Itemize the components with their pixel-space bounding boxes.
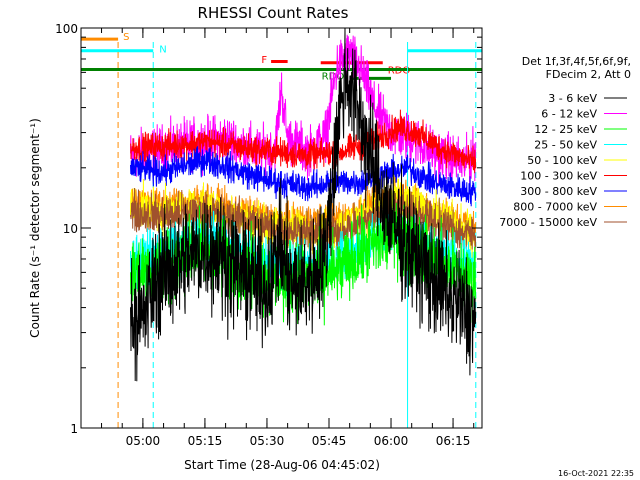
legend-header-line-1: Det 1f,3f,4f,5f,6f,9f,: [522, 55, 631, 68]
series-group: [130, 27, 477, 382]
vertical-markers-group: [117, 42, 477, 428]
legend: Det 1f,3f,4f,5f,6f,9f, FDecim 2, Att 0 3…: [499, 55, 631, 229]
legend-entry-label: 12 - 25 keV: [534, 123, 597, 136]
legend-entry-label: 100 - 300 keV: [520, 170, 597, 183]
y-tick-label: 1: [70, 422, 78, 436]
legend-entry-label: 300 - 800 keV: [520, 185, 597, 198]
series-300-800-kevline: [130, 146, 477, 207]
chart-title: RHESSI Count Rates: [198, 4, 349, 22]
y-axis-label: Count Rate (s⁻¹ detector segment⁻¹): [28, 118, 42, 338]
y-ticks-group: 1 10 100: [55, 22, 482, 436]
legend-entry-label: 800 - 7000 keV: [513, 201, 597, 214]
y-tick-label: 100: [55, 22, 78, 36]
series-100-300-kevline: [130, 109, 477, 174]
x-tick-label: 05:30: [250, 434, 285, 448]
y-tick-label: 10: [63, 222, 78, 236]
legend-header-line-2: FDecim 2, Att 0: [546, 68, 631, 81]
x-tick-label: 06:00: [374, 434, 409, 448]
x-tick-label: 05:15: [188, 434, 223, 448]
x-tick-label: 05:45: [312, 434, 347, 448]
legend-entry-label: 25 - 50 keV: [534, 139, 597, 152]
legend-entry-label: 3 - 6 keV: [548, 92, 597, 105]
x-tick-label: 06:15: [436, 434, 471, 448]
flag-label-n-1: N: [159, 44, 166, 55]
legend-entries-group: 3 - 6 keV 6 - 12 keV 12 - 25 keV 25 - 50 ke…: [499, 92, 627, 229]
legend-entry-label: 7000 - 15000 keV: [499, 216, 597, 229]
flag-label-s-0: S: [123, 32, 129, 43]
x-axis-label: Start Time (28-Aug-06 04:45:02): [184, 458, 380, 472]
x-ticks-group: 05:00 05:15 05:30 05:45 06:00 06:15: [101, 28, 475, 448]
x-tick-label: 05:00: [126, 434, 161, 448]
flag-label-f-2: F: [261, 55, 267, 66]
footer-timestamp: 16-Oct-2021 22:35: [558, 469, 634, 478]
legend-entry-label: 6 - 12 keV: [541, 108, 597, 121]
legend-entry-label: 50 - 100 keV: [527, 154, 597, 167]
series-3-6-kevline: [130, 27, 477, 382]
